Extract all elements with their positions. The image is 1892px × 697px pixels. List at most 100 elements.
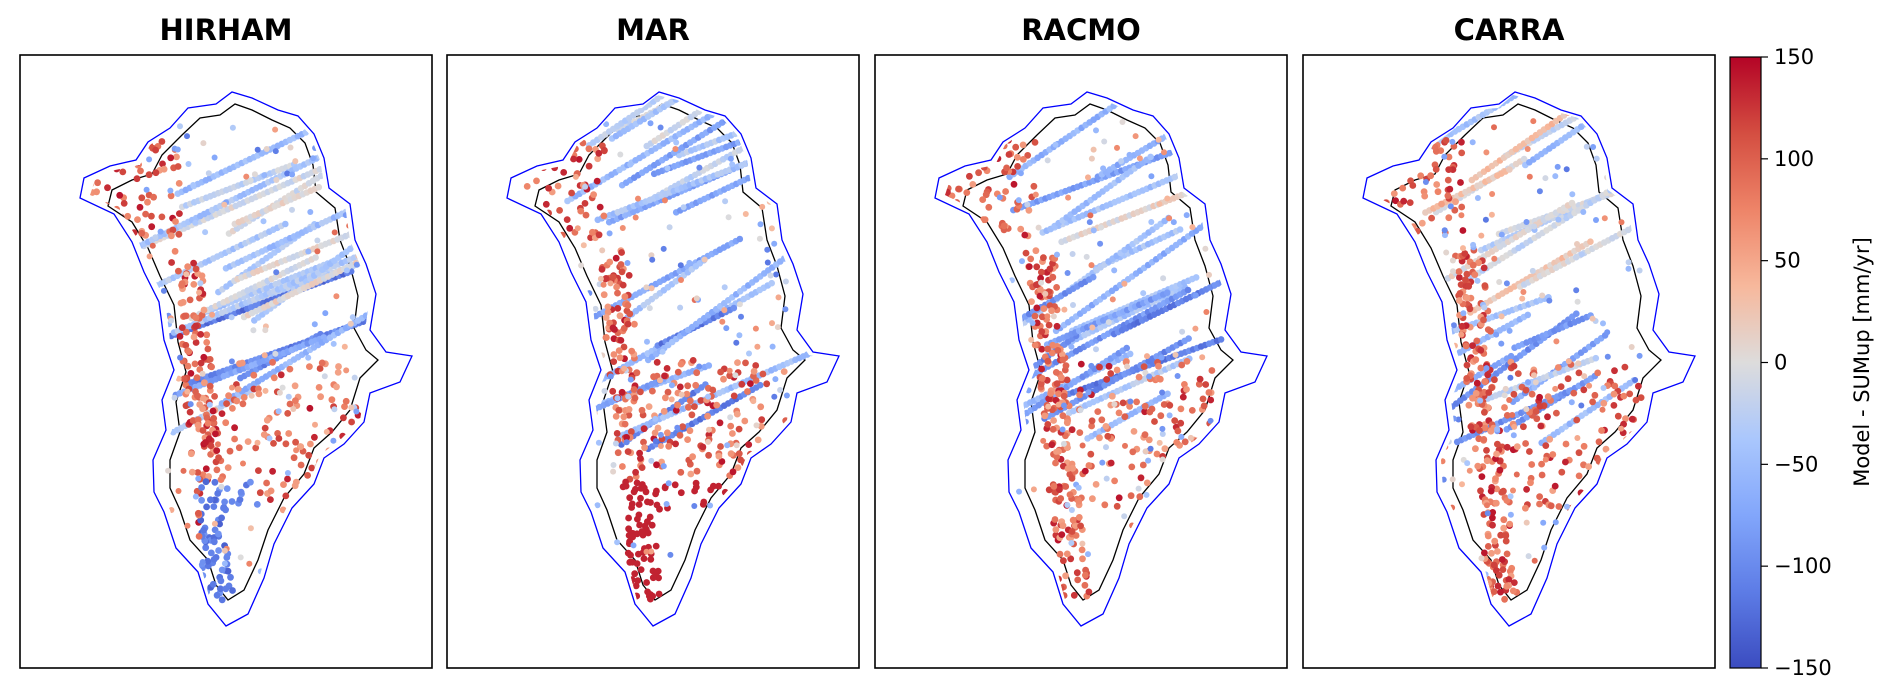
interior-point — [341, 343, 348, 350]
coastal-point — [213, 591, 221, 599]
track-point — [1657, 45, 1664, 52]
track-point — [705, 362, 713, 369]
interior-point — [1086, 219, 1093, 226]
coastal-point — [1088, 417, 1096, 425]
coastal-point — [274, 430, 281, 437]
coastal-point — [171, 247, 179, 255]
interior-point — [768, 225, 775, 232]
coastal-point — [602, 275, 609, 283]
coastal-point — [614, 305, 622, 312]
coastal-point — [1073, 569, 1081, 577]
coastal-point — [955, 185, 962, 193]
interior-point — [1090, 227, 1097, 234]
coastal-point — [1208, 367, 1216, 374]
interior-point — [777, 387, 784, 393]
coastal-point — [1096, 434, 1103, 442]
coastal-point — [1085, 462, 1093, 469]
coastal-point — [595, 149, 603, 157]
coastal-point — [733, 410, 741, 418]
coastal-point — [674, 401, 681, 409]
interior-point — [580, 242, 587, 249]
coastal-point — [1082, 571, 1089, 579]
coastal-point — [1510, 579, 1518, 586]
coastal-point — [631, 320, 638, 328]
interior-point — [648, 457, 655, 464]
coastal-point — [207, 549, 215, 557]
coastal-point — [640, 484, 648, 492]
coastal-point — [545, 184, 552, 192]
coastal-point — [604, 303, 612, 311]
coastal-point — [194, 510, 202, 517]
interior-point — [1030, 486, 1037, 493]
interior-point — [1088, 362, 1095, 369]
track-point — [1089, 273, 1097, 281]
coastal-point — [209, 580, 217, 588]
coastal-point — [1102, 423, 1110, 430]
coastal-point — [633, 530, 641, 538]
coastal-point — [335, 363, 342, 370]
interior-point — [627, 376, 634, 383]
interior-point — [247, 525, 254, 532]
interior-point — [729, 161, 736, 168]
coastal-point — [1038, 345, 1046, 353]
interior-point — [1070, 302, 1076, 308]
coastal-point — [671, 481, 679, 489]
coastal-point — [218, 566, 226, 574]
coastal-point — [747, 380, 754, 387]
coastal-point — [624, 320, 632, 328]
interior-point — [1156, 439, 1163, 446]
coastal-point — [625, 272, 633, 279]
coastal-point — [672, 407, 680, 414]
coastal-point — [1014, 153, 1021, 161]
coastal-point — [662, 394, 669, 402]
interior-point — [1098, 224, 1104, 231]
coastal-point — [635, 511, 643, 519]
interior-point — [1159, 389, 1166, 396]
coastal-point — [187, 370, 195, 377]
coastal-point — [966, 172, 973, 180]
interior-point — [1146, 373, 1153, 380]
coastal-point — [1057, 495, 1065, 502]
coastal-point — [255, 467, 262, 474]
interior-point — [614, 539, 621, 546]
interior-point — [1052, 141, 1059, 148]
interior-point — [764, 246, 771, 253]
interior-point — [197, 280, 204, 287]
interior-point — [1178, 433, 1185, 440]
interior-point — [196, 289, 203, 296]
coastal-point — [603, 334, 610, 341]
coastal-point — [197, 331, 205, 338]
coastal-point — [277, 371, 285, 379]
coastal-point — [606, 319, 613, 327]
coastal-point — [116, 191, 124, 199]
coastal-point — [625, 411, 633, 419]
coastal-point — [612, 413, 620, 420]
coastal-point — [1108, 392, 1116, 400]
coastal-point — [200, 353, 208, 361]
coastal-point — [1017, 225, 1025, 233]
coastal-point — [1181, 438, 1189, 446]
coastal-point — [735, 450, 743, 457]
coastal-point — [683, 390, 691, 398]
coastal-point — [202, 439, 209, 446]
coastal-point — [168, 232, 175, 240]
interior-point — [1155, 136, 1162, 143]
coastal-point — [623, 434, 630, 441]
coastal-point — [1002, 188, 1009, 195]
interior-point — [279, 384, 286, 391]
interior-point — [273, 269, 280, 276]
interior-point — [321, 373, 328, 380]
interior-point — [719, 318, 726, 325]
greenland-map — [1362, 45, 1696, 627]
coastal-point — [1456, 274, 1463, 281]
coastal-point — [292, 438, 299, 446]
coastal-point — [1019, 141, 1027, 149]
coastal-point — [1136, 493, 1144, 501]
coastal-point — [1146, 408, 1154, 416]
coastal-point — [1196, 375, 1204, 383]
coastal-point — [290, 454, 298, 462]
interior-point — [678, 277, 684, 283]
coastal-point — [216, 520, 224, 528]
coastal-point — [305, 451, 313, 459]
interior-point — [289, 206, 295, 213]
